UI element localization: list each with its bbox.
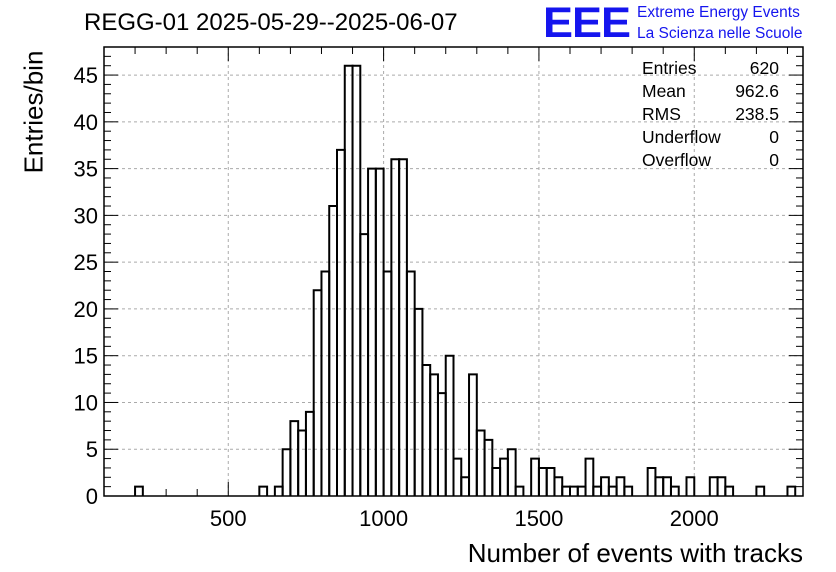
histogram-bin-5 [297, 429, 307, 496]
histogram-bin-43 [600, 476, 610, 496]
histogram-bin-42 [592, 485, 603, 496]
histogram-bin-3 [281, 448, 292, 496]
stats-label: Overflow [642, 150, 712, 170]
histogram-bin-0 [134, 485, 144, 496]
y-tick-label-0: 0 [86, 484, 98, 509]
histogram-bin-26 [460, 476, 471, 496]
histogram-bin-52 [708, 476, 719, 496]
histogram-bin-47 [646, 466, 657, 496]
y-tick-label-7: 35 [74, 157, 98, 182]
histogram-bin-38 [561, 485, 571, 496]
histogram-bin-24 [444, 354, 455, 496]
y-tick-label-9: 45 [74, 63, 98, 88]
histogram-bin-41 [584, 457, 595, 496]
histogram-bin-25 [452, 457, 463, 496]
histogram-bin-46 [623, 485, 634, 496]
y-tick-label-5: 25 [74, 250, 98, 275]
x-axis-label: Number of events with tracks [467, 538, 803, 568]
stats-value: 0 [769, 127, 779, 147]
y-tick-label-6: 30 [74, 203, 98, 228]
stats-label: Underflow [642, 127, 721, 147]
histogram-bin-56 [786, 485, 797, 496]
histogram-bin-34 [530, 457, 540, 496]
histogram-bin-49 [662, 476, 672, 496]
chart-title: REGG-01 2025-05-29--2025-06-07 [84, 9, 458, 36]
histogram-bin-21 [421, 364, 432, 496]
logo-mark: EEE [543, 0, 631, 47]
histogram-bin-37 [553, 476, 564, 496]
histogram-bin-33 [514, 485, 525, 496]
histogram-bin-29 [483, 438, 494, 496]
histogram-bin-1 [258, 485, 269, 496]
logo-tagline-1: Extreme Energy Events [637, 4, 800, 21]
histogram-bin-39 [569, 485, 579, 496]
x-tick-label-3: 2000 [670, 506, 719, 531]
histogram-bin-13 [359, 233, 370, 496]
y-tick-label-1: 5 [86, 437, 98, 462]
y-tick-label-4: 20 [74, 297, 98, 322]
y-tick-label-3: 15 [74, 344, 98, 369]
histogram-bin-23 [436, 392, 447, 496]
histogram-bin-54 [724, 485, 735, 496]
x-tick-label-2: 1500 [514, 506, 563, 531]
histogram-bin-51 [685, 476, 696, 496]
x-tick-label-0: 500 [210, 506, 247, 531]
stats-value: 620 [749, 58, 779, 78]
histogram-bin-4 [289, 420, 300, 496]
y-axis-label: Entries/bin [18, 50, 49, 174]
x-tick-label-1: 1000 [359, 506, 408, 531]
histogram-bin-18 [398, 158, 408, 496]
stats-value: 0 [769, 150, 779, 170]
histogram-bin-12 [351, 64, 362, 496]
histogram-bin-48 [654, 476, 665, 496]
histogram-bin-14 [367, 167, 377, 496]
histogram-bin-22 [429, 373, 439, 496]
histogram-bin-17 [390, 158, 401, 496]
logo-tagline-2: La Scienza nelle Scuole [637, 25, 803, 42]
y-tick-label-8: 40 [74, 110, 98, 135]
histogram-bin-40 [576, 485, 587, 496]
histogram-bin-16 [382, 270, 393, 496]
eee-logo: EEE Extreme Energy Events La Scienza nel… [543, 1, 833, 47]
stats-label: RMS [642, 104, 681, 124]
histogram-bin-32 [506, 448, 517, 496]
histogram-bin-9 [328, 205, 338, 496]
histogram-bin-35 [537, 466, 548, 496]
histogram-bin-8 [320, 270, 331, 496]
stats-value: 962.6 [735, 81, 779, 101]
histogram-bin-11 [343, 64, 354, 496]
histogram-bin-53 [716, 476, 727, 496]
histogram-bin-27 [468, 373, 478, 496]
histogram-bin-50 [669, 485, 680, 496]
histogram-bin-55 [755, 485, 766, 496]
histogram-bin-15 [374, 167, 385, 496]
y-tick-label-2: 10 [74, 390, 98, 415]
histogram-bin-28 [475, 429, 486, 496]
histogram-bin-2 [273, 485, 284, 496]
histogram-bin-45 [615, 476, 626, 496]
histogram-bin-30 [491, 466, 502, 496]
histogram-bin-10 [336, 148, 346, 496]
stats-label: Entries [642, 58, 697, 78]
histogram-bin-7 [312, 289, 323, 496]
stats-value: 238.5 [735, 104, 779, 124]
histogram-bin-19 [405, 270, 416, 496]
histogram-bin-6 [304, 410, 315, 496]
histogram-bin-36 [545, 466, 556, 496]
histogram-bin-44 [607, 485, 618, 496]
histogram-bin-31 [499, 457, 509, 496]
stats-label: Mean [642, 81, 686, 101]
